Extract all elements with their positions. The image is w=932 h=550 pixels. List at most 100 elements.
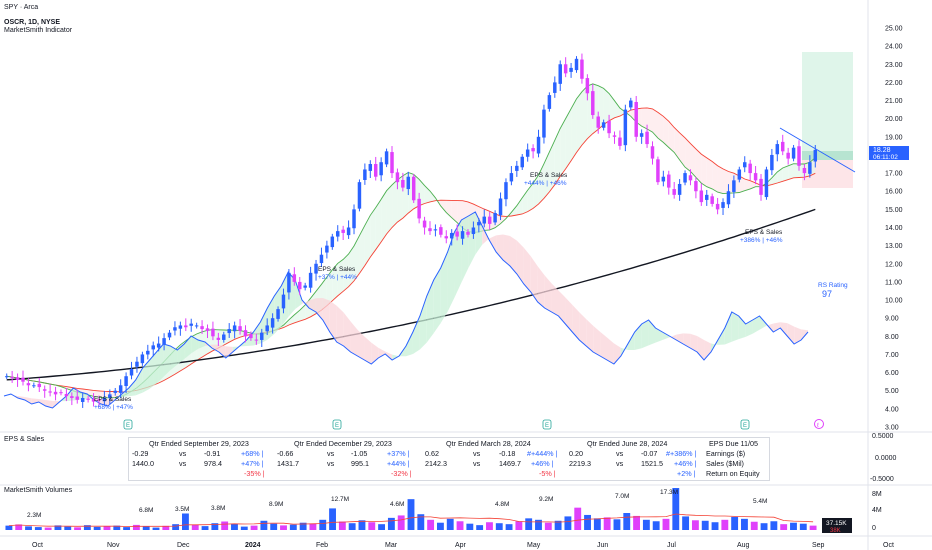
candle-body — [59, 392, 63, 394]
volume-peak-label: 2.3M — [27, 512, 41, 519]
time-axis-label: Dec — [177, 542, 190, 549]
eps-change: +37% | — [387, 449, 410, 458]
earnings-marker-label: E — [743, 423, 747, 429]
volume-peak-label: 9.2M — [539, 496, 553, 503]
candle-body — [775, 144, 780, 155]
earnings-marker-aug[interactable]: E — [740, 419, 750, 430]
upcoming-event-icon[interactable]: ℓ — [814, 419, 824, 430]
rs-cloud-segment — [690, 333, 698, 352]
earnings-marker-feb[interactable]: E — [332, 419, 342, 430]
volume-bar — [172, 524, 180, 530]
candle-body — [303, 285, 307, 288]
ma-band-segment — [706, 157, 713, 189]
candle-body — [276, 309, 280, 319]
candle-body — [639, 133, 644, 137]
rs-cloud-segment — [170, 346, 178, 371]
row-label: Earnings ($) — [706, 449, 746, 458]
ma-band-segment — [218, 329, 224, 348]
eps-value: -0.07 — [641, 449, 658, 458]
candle-body — [265, 325, 269, 332]
eps-value: -0.29 — [132, 449, 149, 458]
roe-value: -5% | — [539, 469, 556, 478]
indicator-title[interactable]: MarketSmith Indicator — [4, 27, 73, 34]
candle-body — [42, 389, 47, 391]
quarter-header: Qtr Ended March 28, 2024 — [446, 439, 531, 448]
candle-body — [618, 137, 622, 146]
volume-bar — [495, 523, 503, 530]
volume-bar — [44, 527, 52, 530]
candle-body — [460, 231, 465, 239]
ma-band-segment — [679, 132, 686, 168]
eps-panel-title[interactable]: EPS & Sales — [4, 436, 45, 443]
earnings-marker-label: E — [545, 423, 549, 429]
ma-band-segment — [288, 314, 295, 326]
rs-cloud-segment — [31, 398, 39, 404]
target-zone[interactable] — [802, 52, 853, 152]
candle-body — [612, 135, 617, 137]
price-axis-label: 17.00 — [885, 171, 903, 178]
ma-band-segment — [392, 179, 398, 228]
volume-bar — [15, 524, 23, 530]
volume-bar — [113, 525, 121, 530]
candle-body — [607, 120, 611, 134]
eps-value: 0.20 — [569, 449, 583, 458]
volume-bar — [593, 518, 601, 530]
candle-body — [156, 343, 161, 348]
eps-table-sales-row: 1440.0 vs 978.4 +47% | 1431.7 vs 995.1 +… — [129, 459, 769, 469]
rs-cloud-segment — [461, 216, 469, 283]
rs-line — [3, 211, 809, 409]
last-price-value: 18.28 — [873, 147, 891, 154]
ma-band-segment — [685, 137, 691, 172]
candle-body — [417, 198, 421, 219]
rs-cloud-segment — [142, 360, 150, 393]
price-axis: 25.0024.0023.0022.0021.0020.0019.0018.00… — [885, 26, 903, 432]
candle-body — [211, 328, 215, 337]
volume-bar — [525, 518, 533, 530]
candle-body — [184, 325, 188, 328]
volume-axis-label: 8M — [872, 491, 882, 498]
volume-bar — [378, 524, 386, 530]
candle-body — [574, 58, 579, 71]
candle-body — [97, 399, 101, 401]
rs-cloud-segment — [135, 368, 143, 396]
candle-body — [194, 325, 199, 327]
earnings-marker-nov[interactable]: E — [123, 419, 133, 430]
ma-band-segment — [739, 176, 745, 193]
rs-cloud-segment — [426, 280, 434, 343]
eps-change: #+386% | — [666, 449, 697, 458]
candle-body — [797, 146, 801, 166]
trend-line[interactable] — [779, 127, 856, 173]
ma-band-segment — [799, 164, 805, 178]
ma-band-segment — [701, 154, 707, 187]
ma-band-segment — [619, 107, 626, 117]
eps-axis-label: -0.5000 — [870, 476, 894, 483]
volume-peak-label: 4.8M — [495, 501, 509, 508]
ma-band-segment — [500, 216, 506, 224]
candle-body — [509, 173, 514, 182]
ma-band-segment — [229, 330, 235, 343]
volume-bar — [152, 527, 160, 530]
rs-cloud-segment — [198, 340, 205, 349]
eps-value: 0.62 — [425, 449, 439, 458]
candle-body — [721, 202, 725, 208]
eps-due-label: EPS Due 11/05 — [709, 439, 759, 448]
volume-panel-title[interactable]: MarketSmith Volumes — [4, 487, 73, 494]
ticker-title[interactable]: OSCR, 1D, NYSE — [4, 19, 61, 26]
earnings-marker-may[interactable]: E — [542, 419, 552, 430]
candle-body — [357, 182, 362, 209]
rs-cloud-segment — [419, 296, 427, 350]
eps-change: +68% | — [241, 449, 264, 458]
candle-body — [232, 325, 237, 332]
rs-cloud-segment — [225, 346, 233, 358]
vs-label: vs — [616, 459, 624, 468]
rs-cloud-segment — [121, 388, 129, 398]
volume-bar — [142, 526, 150, 530]
volume-bar — [329, 508, 336, 530]
roe-value: -35% | — [244, 469, 265, 478]
volume-bar — [623, 513, 631, 530]
candle-body — [162, 338, 166, 345]
volume-bar — [103, 526, 111, 530]
price-axis-label: 23.00 — [885, 62, 903, 69]
candle-body — [449, 232, 454, 239]
